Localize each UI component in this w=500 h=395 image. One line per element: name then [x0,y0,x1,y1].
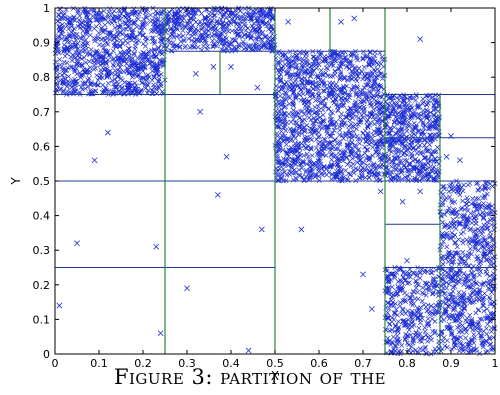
data-point [228,63,234,70]
y-axis-label: Y [9,177,23,186]
data-point [91,157,98,164]
data-point [254,84,261,91]
data-point [377,188,384,195]
data-point [443,153,450,160]
y-axis-ticks: 0 0.1 0.2 0.3 0.4 0.5 0.6 0.7 0.8 0.9 1 [33,2,495,361]
data-point [298,226,305,233]
y-tick-label: 0.1 [33,313,51,326]
y-tick-label: 1 [43,2,50,15]
data-point [399,198,406,205]
partition-lines [55,8,495,354]
data-point [56,302,63,309]
data-point [104,129,111,136]
y-tick-label: 0.6 [33,140,51,153]
figure-caption: Figure 3: partition of the [113,365,387,389]
x-axis-label: X [271,369,279,383]
data-points [52,5,498,357]
x-tick-label: 0.6 [310,357,328,370]
data-point [245,347,252,354]
data-point [210,63,217,70]
dense-point-cluster-4 [383,135,442,184]
y-tick-label: 0.3 [33,244,51,257]
data-point [417,188,424,195]
dense-point-cluster-5 [437,178,498,356]
x-tick-label: 0.4 [222,357,240,370]
data-point [338,18,344,25]
y-tick-label: 0.7 [33,106,51,119]
y-tick-label: 0.5 [33,175,51,188]
dense-point-cluster-6 [382,265,443,357]
x-tick-label: 0.2 [134,357,152,370]
data-point [214,191,221,198]
data-point [74,240,80,247]
data-point [197,108,204,115]
dense-point-cluster-2 [272,48,388,184]
y-tick-label: 0.4 [33,210,51,223]
x-tick-label: 0.5 [266,357,284,370]
dense-point-cluster-0 [52,5,168,97]
data-point [404,257,410,264]
data-point [417,36,424,43]
y-tick-label: 0.2 [33,279,51,292]
x-tick-label: 1 [492,357,499,370]
data-point [153,243,160,250]
data-point [157,330,164,337]
data-point [285,18,292,25]
data-point [456,157,463,164]
data-point [351,15,358,22]
x-tick-label: 0 [52,357,59,370]
data-point [360,271,366,278]
data-point [184,285,190,292]
x-tick-label: 0.9 [442,357,460,370]
x-axis-ticks: 0 0.1 0.2 0.3 0.4 0.5 0.6 0.7 0.8 0.9 1 [52,8,499,370]
dense-point-cluster-1 [162,5,278,54]
x-tick-label: 0.1 [90,357,108,370]
y-tick-label: 0.9 [33,37,51,50]
y-tick-label: 0 [43,348,50,361]
y-tick-label: 0.8 [33,71,51,84]
x-tick-label: 0.7 [354,357,372,370]
data-point [258,226,265,233]
data-point [192,70,199,77]
data-point [223,153,230,160]
dense-point-cluster-3 [382,92,442,141]
x-tick-label: 0.3 [178,357,196,370]
x-tick-label: 0.8 [398,357,416,370]
data-point [368,306,375,312]
